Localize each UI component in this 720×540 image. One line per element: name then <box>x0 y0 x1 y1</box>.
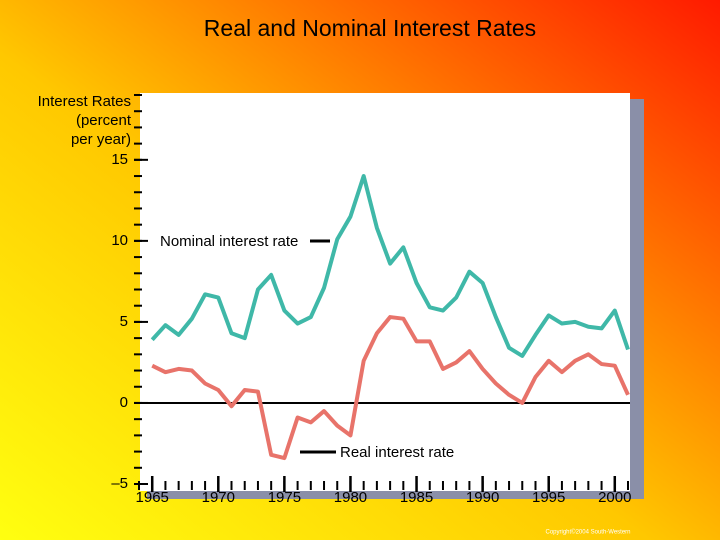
y-tick-label: 15 <box>111 151 128 168</box>
x-tick-label: 1975 <box>268 489 301 506</box>
x-tick-label: 2000 <box>598 489 631 506</box>
series-label: Real interest rate <box>340 444 454 461</box>
series-label: Nominal interest rate <box>160 233 298 250</box>
y-tick-label: 5 <box>120 313 128 330</box>
x-tick-label: 1980 <box>334 489 367 506</box>
x-tick-label: 1995 <box>532 489 565 506</box>
y-tick-label: –5 <box>111 475 128 492</box>
y-axis-label: per year) <box>71 131 131 148</box>
plot-area <box>140 93 630 491</box>
chart-title: Real and Nominal Interest Rates <box>204 15 536 41</box>
footer: Copyright©2004 South-Western <box>545 529 630 536</box>
y-tick-label: 0 <box>120 394 128 411</box>
series-line <box>150 174 630 358</box>
x-tick-label: 1970 <box>202 489 235 506</box>
x-tick-label: 1990 <box>466 489 499 506</box>
y-axis-label: Interest Rates <box>38 93 131 110</box>
x-tick-label: 1985 <box>400 489 433 506</box>
y-tick-label: 10 <box>111 232 128 249</box>
y-axis-label: (percent <box>76 112 132 129</box>
series-line <box>151 315 630 461</box>
x-tick-label: 1965 <box>136 489 169 506</box>
